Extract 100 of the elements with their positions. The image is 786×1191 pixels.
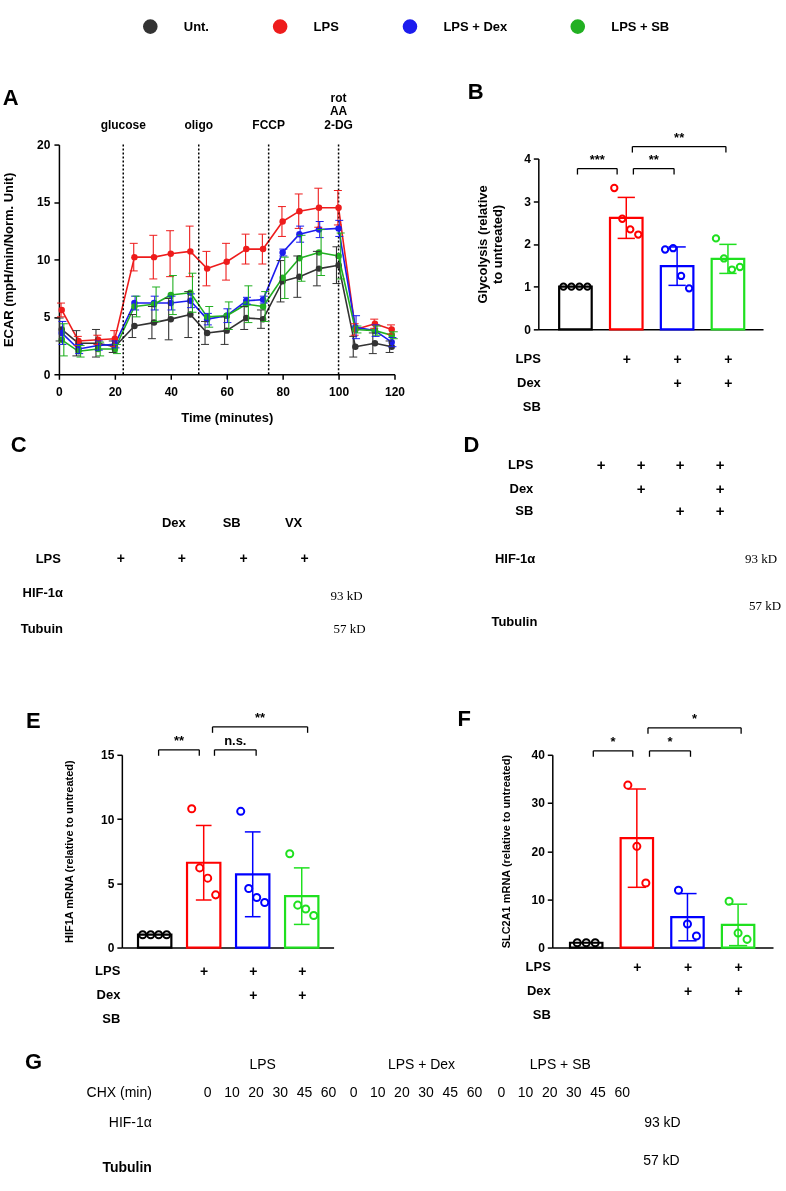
x-axis-title: LPS Dex SB xyxy=(525,959,552,1022)
text: LPS + Dex xyxy=(387,1056,456,1073)
y-tick-label: 40 xyxy=(531,748,546,763)
x-tick-label: + + xyxy=(734,959,743,999)
text: SB xyxy=(515,503,534,519)
y-axis-title: SLC2A1 mRNA (relative to untreated) xyxy=(499,754,512,949)
text: 57 kD xyxy=(643,1152,680,1169)
text: 20 xyxy=(394,1084,410,1101)
text: n.s. xyxy=(224,732,247,748)
x-tick-label: 80 xyxy=(276,384,291,399)
text: Tubulin xyxy=(491,613,538,629)
text: C xyxy=(10,432,27,458)
text: + xyxy=(177,550,186,567)
text: * xyxy=(610,733,617,749)
y-tick-label: 5 xyxy=(107,876,115,891)
x-axis-title: LPS Dex SB xyxy=(95,963,122,1026)
text: 57 kD xyxy=(333,620,366,636)
y-tick-label: 5 xyxy=(43,310,51,325)
text: 60 xyxy=(614,1084,631,1101)
text: 93 kD xyxy=(745,551,778,567)
text: Tubuin xyxy=(20,620,63,636)
text: * xyxy=(692,710,699,726)
text: LPS xyxy=(249,1056,276,1073)
text: 0 xyxy=(349,1084,358,1101)
text: 30 xyxy=(418,1084,435,1101)
text: + xyxy=(675,502,685,520)
text: HIF-1α xyxy=(494,551,536,567)
x-tick-label: + xyxy=(633,959,642,976)
annotation: ** xyxy=(648,151,660,167)
y-tick-label: 3 xyxy=(524,194,532,209)
y-tick-label: 10 xyxy=(37,252,51,267)
x-tick-label: + + xyxy=(683,959,693,999)
text: 57 kD xyxy=(749,597,782,613)
text: + xyxy=(715,502,725,520)
text: 10 xyxy=(369,1084,386,1101)
text: SB xyxy=(222,515,241,531)
text: 93 kD xyxy=(644,1114,681,1131)
text: G xyxy=(24,1049,43,1075)
x-tick-label: + + xyxy=(724,350,733,391)
text: + xyxy=(636,480,646,498)
y-tick-label: 0 xyxy=(107,941,115,956)
x-axis-title: LPS Dex SB xyxy=(515,350,542,414)
chart-title: B xyxy=(467,78,484,104)
text: 60 xyxy=(320,1084,337,1101)
y-tick-label: 1 xyxy=(524,280,532,295)
y-tick-label: 30 xyxy=(531,796,546,811)
text: ** xyxy=(255,709,267,725)
y-tick-label: 15 xyxy=(101,748,115,763)
text: 30 xyxy=(272,1084,289,1101)
chart-title: F xyxy=(457,705,471,731)
text: D xyxy=(463,432,480,458)
text: Tubulin xyxy=(102,1159,152,1176)
x-tick-label: + xyxy=(200,963,209,980)
text: + xyxy=(636,456,646,474)
ref-line-label: rot AA 2-DG xyxy=(324,90,353,132)
text: Dex xyxy=(161,515,187,531)
legend-label: Unt. xyxy=(183,18,209,34)
text: + xyxy=(300,550,309,567)
text: 45 xyxy=(590,1084,607,1101)
text: + xyxy=(116,550,125,567)
y-tick-label: 0 xyxy=(524,322,532,337)
text: 30 xyxy=(566,1084,582,1101)
annotation: *** xyxy=(589,151,606,167)
text: VX xyxy=(284,515,303,531)
x-tick-label: 40 xyxy=(164,384,179,399)
y-tick-label: 15 xyxy=(37,195,51,210)
text: ** xyxy=(173,732,185,748)
x-tick-label: + + xyxy=(298,963,307,1003)
legend-label: LPS xyxy=(313,18,340,34)
y-axis-title: ECAR (mpH/min/Norm. Unit) xyxy=(1,172,17,348)
chart-title: E xyxy=(25,707,41,733)
x-tick-label: 0 xyxy=(56,384,64,399)
x-axis-title: Time (minutes) xyxy=(181,409,274,425)
y-tick-label: 0 xyxy=(538,941,546,956)
text: 60 xyxy=(466,1084,483,1101)
text: + xyxy=(715,480,725,498)
x-tick-label: 120 xyxy=(385,384,406,399)
text: 10 xyxy=(224,1084,240,1101)
text: * xyxy=(667,733,674,749)
text: 93 kD xyxy=(330,587,363,603)
y-axis-title: HIF1A mRNA (relative to untreated) xyxy=(63,760,76,943)
text: 20 xyxy=(248,1084,265,1101)
text: HIF-1α xyxy=(108,1114,152,1131)
x-tick-label: + + xyxy=(673,350,682,391)
y-tick-label: 10 xyxy=(101,812,115,827)
text: 45 xyxy=(442,1084,459,1101)
ref-line-label: oligo xyxy=(184,117,214,132)
text: ** xyxy=(674,129,686,145)
y-tick-label: 10 xyxy=(531,892,546,907)
x-tick-label: 60 xyxy=(220,384,235,399)
y-tick-label: 20 xyxy=(531,844,546,859)
text: HIF-1α xyxy=(22,584,63,600)
text: Dex xyxy=(509,481,535,497)
text: LPS + SB xyxy=(529,1056,591,1073)
legend-label: LPS + SB xyxy=(611,18,670,34)
y-tick-label: 4 xyxy=(524,152,532,167)
text: + xyxy=(675,456,685,474)
y-axis-title: Glycolysis (relative to untreated) xyxy=(475,185,506,304)
text: 0 xyxy=(203,1084,212,1101)
text: 45 xyxy=(296,1084,313,1101)
